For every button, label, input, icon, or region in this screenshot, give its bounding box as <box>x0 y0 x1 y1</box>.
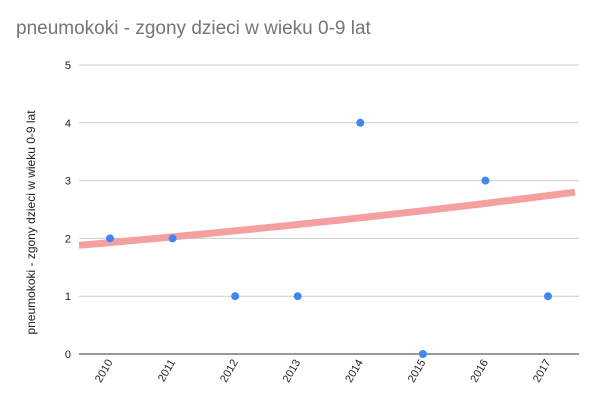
x-tick-label: 2017 <box>531 358 554 385</box>
y-tick-label: 2 <box>65 233 71 245</box>
y-tick-label: 3 <box>65 176 71 188</box>
data-point <box>231 292 240 301</box>
data-point <box>293 292 302 301</box>
data-point <box>481 176 490 185</box>
y-tick-label: 0 <box>65 349 71 361</box>
x-tick-layer: 2010 2011 2012 2013 2014 2015 2016 2017 <box>93 358 554 385</box>
data-point <box>418 350 427 358</box>
x-tick-label: 2015 <box>406 358 429 385</box>
data-point <box>544 292 552 301</box>
x-tick-label: 2012 <box>218 358 241 385</box>
data-point <box>356 118 365 127</box>
y-tick-label: 4 <box>65 118 71 130</box>
point-layer <box>106 118 552 358</box>
chart-title: pneumokoki - zgony dzieci w wieku 0-9 la… <box>16 18 371 39</box>
y-tick-label: 1 <box>65 291 71 303</box>
data-point <box>106 234 114 243</box>
data-point <box>168 234 177 243</box>
trend-layer <box>78 188 576 249</box>
x-tick-label: 2013 <box>281 358 304 385</box>
y-tick-label: 5 <box>65 60 71 72</box>
x-tick-label: 2014 <box>343 358 366 385</box>
trendline <box>78 188 576 249</box>
grid-layer <box>79 64 579 355</box>
y-axis-title: pneumokoki - zgony dzieci w wieku 0-9 la… <box>24 110 38 335</box>
x-tick-label: 2016 <box>468 358 491 385</box>
x-tick-label: 2010 <box>93 358 116 385</box>
x-tick-label: 2011 <box>156 358 178 384</box>
y-tick-layer: 0 1 2 3 4 5 <box>65 60 71 361</box>
